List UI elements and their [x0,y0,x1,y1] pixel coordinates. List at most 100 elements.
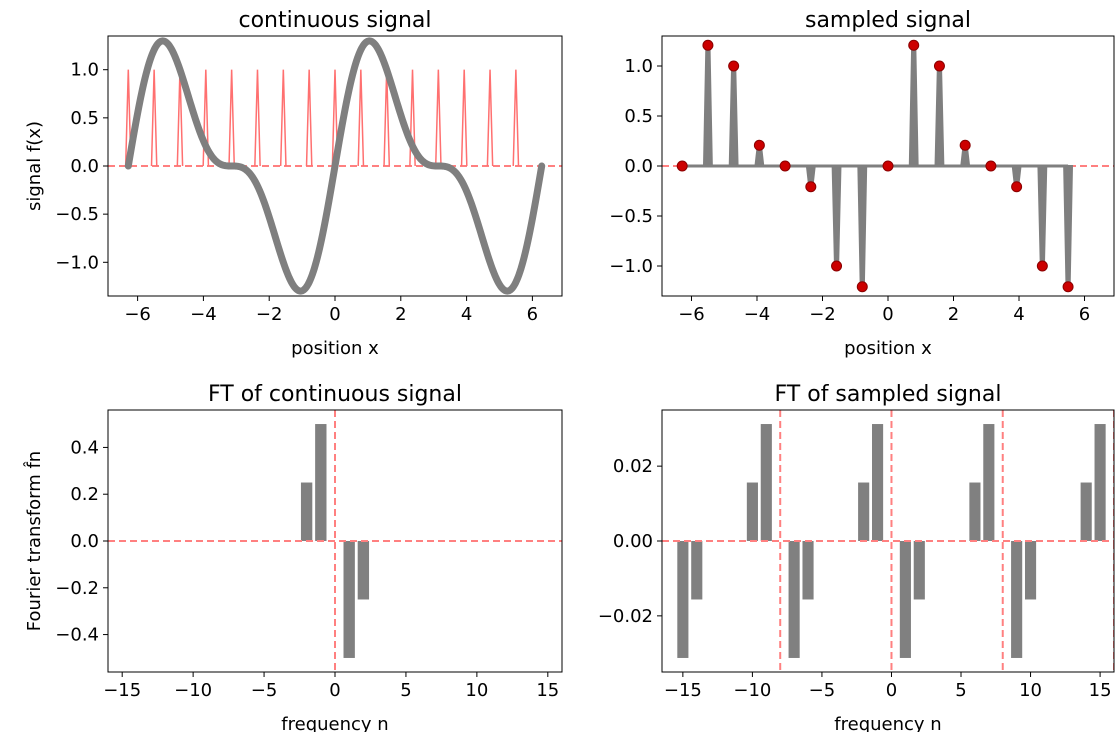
sampling-spike [150,69,158,167]
sample-point [676,160,688,172]
x-tick-label: 15 [536,680,559,701]
x-tick-label: 10 [465,680,488,701]
panel-sampled-signal: −6 −4 −2 0 2 4 6 −1.0 −0.5 0.0 0.5 1.0 sampled signa… [609,8,1115,359]
sampling-spike [331,69,339,167]
x-tick-label: 4 [461,304,472,325]
x-tick-label: 5 [955,680,966,701]
x-tick-label: −6 [124,304,151,325]
sample-point [702,39,714,51]
reference-lines [108,410,562,672]
x-tick-label: 0 [329,680,340,701]
plot-area [108,37,562,295]
x-tick-label: −15 [103,680,141,701]
bar [677,541,689,658]
x-axis-label: position x [291,338,379,359]
chart-title: sampled signal [805,8,971,33]
sampling-spike [124,69,132,167]
x-tick-label: −5 [809,680,836,701]
bar [1011,541,1023,658]
bar [1094,424,1106,541]
y-tick-label: 0.5 [70,108,99,129]
sampling-spike [357,69,365,167]
y-tick-label: 0.5 [624,106,653,127]
y-tick-label: 1.0 [624,56,653,77]
stem [857,165,868,288]
y-tick-label: 0.4 [70,437,99,458]
plot-area [662,39,1114,293]
stem [1063,165,1074,288]
chart-title: FT of continuous signal [208,382,462,407]
x-tick-label: 6 [527,304,538,325]
bar [858,482,870,541]
sample-point [908,39,920,51]
panel-ft-continuous: −15 −10 −5 0 5 10 15 −0.4 −0.2 0.0 0.2 0.4 FT of con… [24,382,563,732]
x-tick-label: −4 [190,304,217,325]
bar [788,541,800,658]
bar [300,482,313,541]
panel-continuous-signal: −6 −4 −2 0 2 4 6 −1.0 −0.5 0.0 0.5 1.0 continuous si… [24,8,563,359]
bar [913,541,925,600]
stem [831,165,842,267]
reference-lines [662,410,1114,672]
sampling-spike [254,69,261,167]
y-tick-label: −0.2 [55,578,99,599]
x-tick-label: −2 [256,304,283,325]
stem [702,44,713,167]
x-tick-label: −4 [744,304,771,325]
y-tick-label: −0.4 [55,625,99,646]
panel-ft-sampled: −15 −10 −5 0 5 10 15 −0.02 0.00 0.02 FT of sampled… [598,382,1115,732]
plot-area [108,410,562,672]
sampling-spike [486,69,494,167]
bar [802,541,814,600]
x-tick-label: 0 [882,304,893,325]
sample-point [753,139,765,151]
x-tick-label: −5 [251,680,278,701]
x-tick-label: 6 [1079,304,1090,325]
sample-point [1036,260,1048,272]
x-tick-label: 4 [1013,304,1024,325]
sample-point [1011,181,1023,193]
bar [315,424,327,541]
sample-point [933,60,945,72]
stem [934,65,945,167]
y-tick-label: 0.02 [613,456,653,477]
y-tick-label: 0.2 [70,484,99,505]
y-tick-label: 0.0 [624,156,653,177]
x-tick-label: 15 [1089,680,1112,701]
x-tick-label: 2 [948,304,959,325]
bar [357,541,370,600]
bar [691,541,703,600]
bar [983,424,995,541]
y-axis-label: signal f(x) [24,121,45,211]
chart-title: FT of sampled signal [775,382,1002,407]
sampling-spike [305,69,313,167]
sample-point [882,160,894,172]
x-axis-label: position x [844,338,932,359]
bar [1024,541,1037,600]
sample-point [805,181,817,193]
bar [899,541,911,658]
bar [1080,482,1092,541]
y-tick-label: −1.0 [609,256,653,277]
y-tick-label: 1.0 [70,60,99,81]
bar [760,424,772,541]
x-tick-label: −15 [664,680,702,701]
x-tick-label: −10 [174,680,212,701]
stem [728,65,739,167]
y-tick-label: 0.00 [613,531,653,552]
bar [746,482,758,541]
bar [343,541,355,658]
sample-point [728,60,740,72]
y-axis-label: Fourier transform f̂n [24,451,45,631]
x-tick-label: 0 [886,680,897,701]
sample-point [779,160,791,172]
plot-area [662,410,1114,672]
sample-point [831,260,843,272]
y-tick-label: −0.5 [609,206,653,227]
stem [908,44,919,167]
bar [969,482,981,541]
sampling-spike [512,69,520,167]
bar [872,424,884,541]
sampling-spike [279,69,287,167]
x-tick-label: −10 [733,680,771,701]
